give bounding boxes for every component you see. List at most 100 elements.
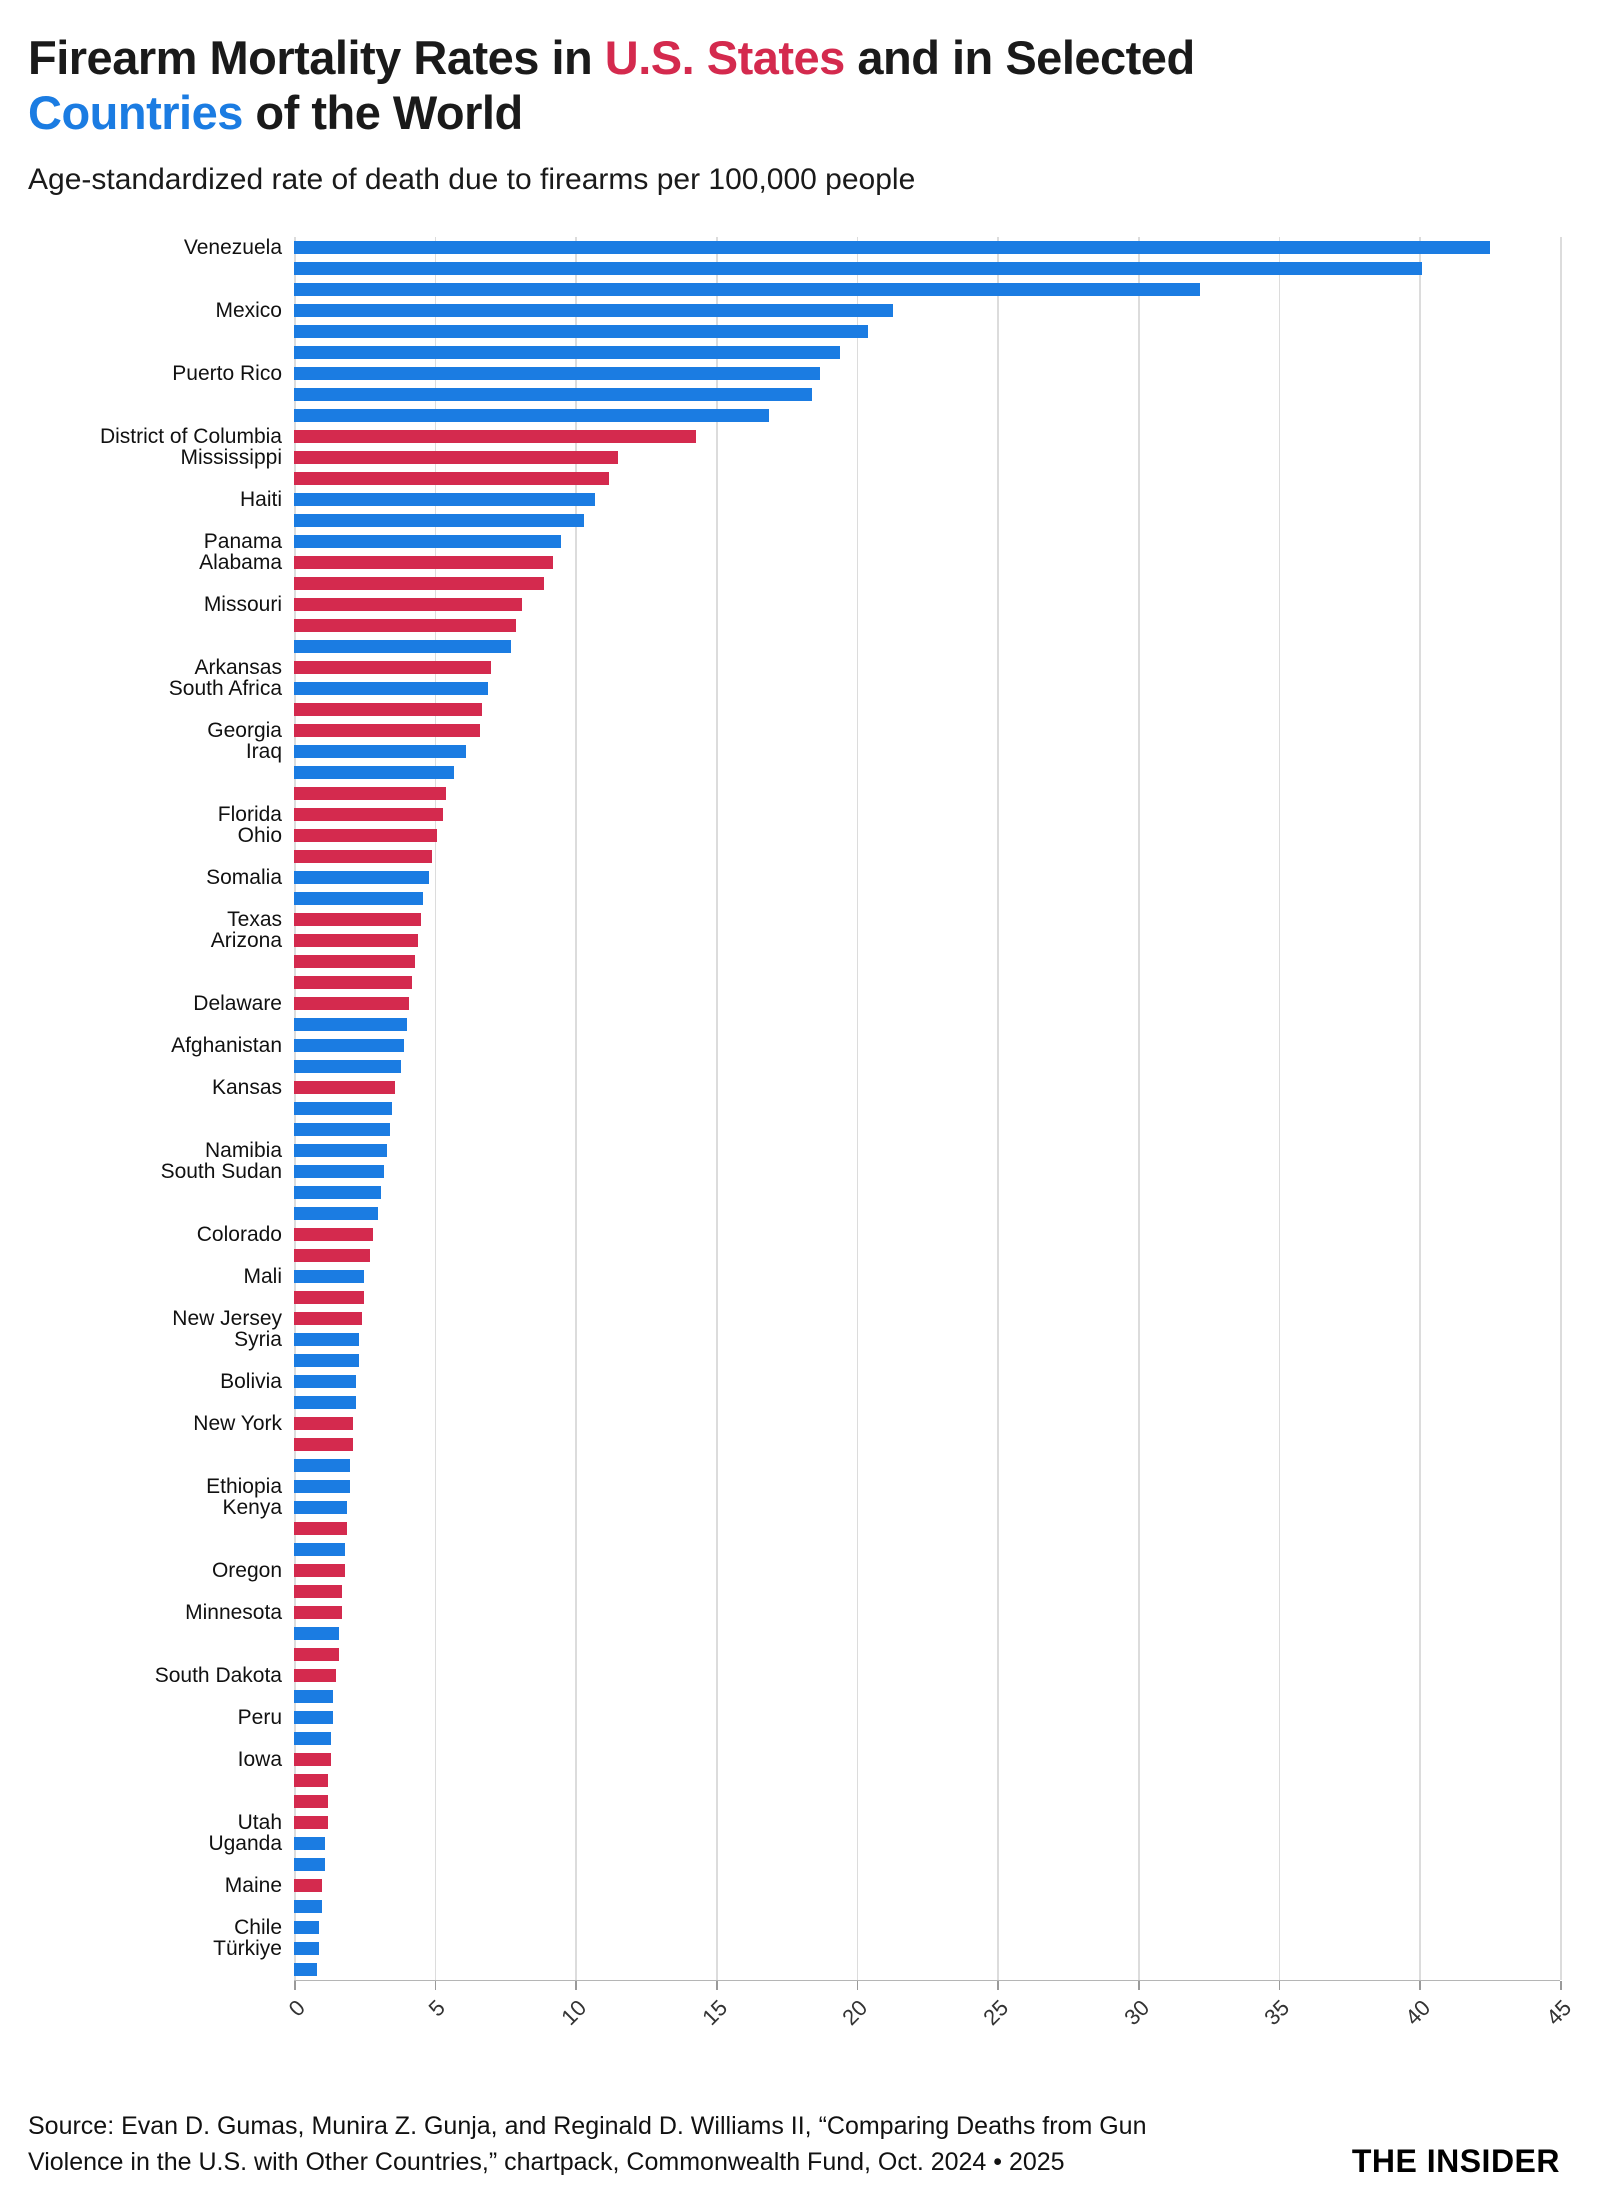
state-bar [294, 1605, 342, 1619]
bar-label: Afghanistan [171, 1033, 282, 1057]
state-bar [294, 1584, 342, 1598]
bar-label: Florida [217, 802, 282, 826]
bar-track [294, 279, 1560, 300]
bar-track [294, 1035, 1560, 1056]
x-tick-mark [997, 1980, 999, 1990]
bar-track [294, 1938, 1560, 1959]
bar-row: South Africa [28, 678, 1560, 699]
bar-row: Maine [28, 1875, 1560, 1896]
state-bar [294, 1248, 370, 1262]
bar-label: Panama [203, 529, 282, 553]
country-bar [294, 1122, 390, 1136]
bar-label: New York [193, 1411, 282, 1435]
bar-track [294, 741, 1560, 762]
country-bar [294, 324, 868, 338]
country-bar [294, 744, 466, 758]
state-bar [294, 1647, 339, 1661]
country-bar [294, 1920, 320, 1934]
country-bar [294, 1101, 393, 1115]
bar-row: Utah [28, 1812, 1560, 1833]
bar-track [294, 468, 1560, 489]
bar-row: Uganda [28, 1833, 1560, 1854]
country-bar [294, 1941, 320, 1955]
country-bar [294, 1269, 365, 1283]
state-bar [294, 429, 697, 443]
country-bar [294, 1164, 385, 1178]
bar-row [28, 1245, 1560, 1266]
bar-row [28, 615, 1560, 636]
gridline [1560, 236, 1562, 1980]
bar-track [294, 1077, 1560, 1098]
state-bar [294, 1521, 348, 1535]
bar-track [294, 1812, 1560, 1833]
bar-row [28, 1455, 1560, 1476]
bar-row: Peru [28, 1707, 1560, 1728]
state-bar [294, 555, 553, 569]
country-bar [294, 1542, 345, 1556]
x-tick-mark [1560, 1980, 1562, 1990]
bar-label: Mexico [215, 298, 282, 322]
bar-row [28, 1770, 1560, 1791]
bar-track [294, 846, 1560, 867]
country-bar [294, 1710, 334, 1724]
bar-row: Syria [28, 1329, 1560, 1350]
country-bar [294, 513, 584, 527]
bar-row: Chile [28, 1917, 1560, 1938]
bar-track [294, 1287, 1560, 1308]
country-bar [294, 408, 770, 422]
bar-row: Delaware [28, 993, 1560, 1014]
x-tick-label: 45 [1540, 1994, 1576, 2030]
state-bar [294, 1290, 365, 1304]
bar-track [294, 363, 1560, 384]
bar-row [28, 1644, 1560, 1665]
x-tick-label: 35 [1259, 1994, 1295, 2030]
x-tick-mark [1278, 1980, 1281, 1990]
bar-label: Mississippi [180, 445, 282, 469]
bar-track [294, 1014, 1560, 1035]
bar-track [294, 1833, 1560, 1854]
gridline [434, 236, 437, 1980]
bar-track [294, 258, 1560, 279]
bar-row [28, 510, 1560, 531]
bar-track [294, 237, 1560, 258]
bar-row [28, 1686, 1560, 1707]
state-bar [294, 786, 446, 800]
state-bar [294, 1311, 362, 1325]
bar-track [294, 1770, 1560, 1791]
bar-track [294, 1560, 1560, 1581]
bar-track [294, 720, 1560, 741]
country-bar [294, 366, 821, 380]
bar-row [28, 1182, 1560, 1203]
bar-row [28, 1728, 1560, 1749]
title-text-3: of the World [242, 86, 523, 140]
state-bar [294, 1773, 328, 1787]
country-bar [294, 639, 511, 653]
bar-row [28, 1350, 1560, 1371]
bar-row: Missouri [28, 594, 1560, 615]
state-bar [294, 933, 418, 947]
x-axis: 0 5 10 15 20 25 30 35 40 45 [283, 1979, 1576, 2059]
bar-row [28, 1119, 1560, 1140]
country-bar [294, 1206, 379, 1220]
bar-track [294, 1539, 1560, 1560]
bar-row [28, 951, 1560, 972]
bar-row [28, 1287, 1560, 1308]
country-bar [294, 1857, 325, 1871]
x-tick-mark [1419, 1980, 1421, 1990]
bar-track [294, 300, 1560, 321]
country-bar [294, 1500, 348, 1514]
bar-label: Maine [224, 1873, 282, 1897]
bar-row [28, 342, 1560, 363]
bar-label: New Jersey [172, 1306, 282, 1330]
bar-track [294, 1707, 1560, 1728]
state-bar [294, 1878, 323, 1892]
bar-label: South Dakota [154, 1663, 282, 1687]
bar-label: Chile [234, 1915, 282, 1939]
bar-label: Delaware [193, 991, 282, 1015]
x-tick-label: 25 [978, 1994, 1014, 2030]
bar-track [294, 510, 1560, 531]
bar-row: Bolivia [28, 1371, 1560, 1392]
bar-track [294, 1791, 1560, 1812]
x-tick-mark [575, 1980, 577, 1990]
bar-label: South Africa [168, 676, 282, 700]
